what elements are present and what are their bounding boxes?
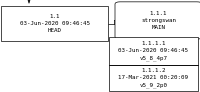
Text: 1.1
03-Jun-2020 09:46:45
HEAD: 1.1 03-Jun-2020 09:46:45 HEAD <box>20 14 90 33</box>
FancyBboxPatch shape <box>109 37 198 65</box>
FancyBboxPatch shape <box>115 2 200 39</box>
Text: 1.1.1
strongswan
MAIN: 1.1.1 strongswan MAIN <box>141 11 176 30</box>
Text: 1.1.1.1
03-Jun-2020 09:46:45
v5_8_4p7: 1.1.1.1 03-Jun-2020 09:46:45 v5_8_4p7 <box>118 41 188 61</box>
Text: 1.1.1.2
17-Mar-2021 00:20:09
v5_9_2p0: 1.1.1.2 17-Mar-2021 00:20:09 v5_9_2p0 <box>118 68 188 88</box>
FancyBboxPatch shape <box>109 65 198 91</box>
FancyBboxPatch shape <box>1 6 108 41</box>
